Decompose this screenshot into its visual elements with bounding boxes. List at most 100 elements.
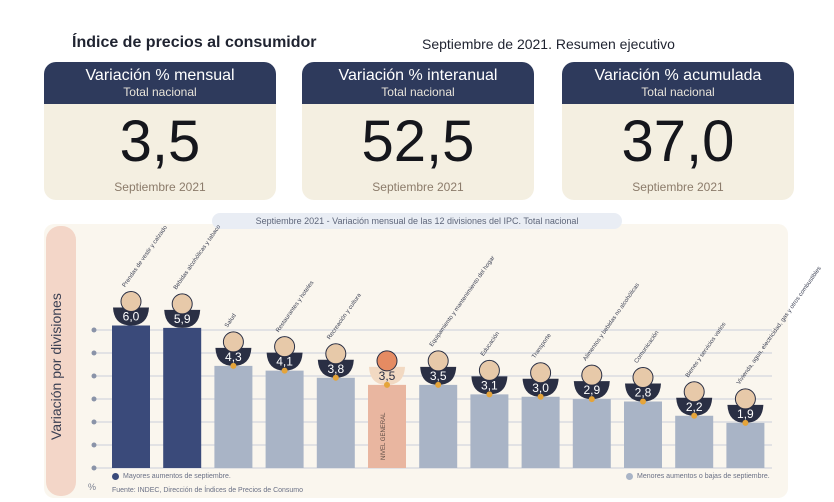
value-label: 3,8 (327, 362, 344, 376)
category-label: Recreación y cultura (327, 292, 364, 341)
bar (112, 325, 150, 468)
value-bowl (420, 366, 457, 385)
card-yearly: Variación % interanual Total nacional 52… (302, 62, 534, 200)
division-icon (734, 388, 756, 410)
tick-mark (91, 396, 97, 402)
tick-mark (91, 465, 97, 471)
value-bowl (676, 397, 713, 416)
page-subtitle: Septiembre de 2021. Resumen ejecutivo (422, 36, 675, 52)
card-accumulated: Variación % acumulada Total nacional 37,… (562, 62, 794, 200)
legend-dot-low (626, 473, 633, 480)
category-label: Bebidas alcohólicas y tabaco (173, 224, 223, 291)
value-bowl (215, 347, 252, 366)
category-label: Vivienda, agua, electricidad, gas y otro… (736, 266, 823, 386)
card-period: Septiembre 2021 (372, 180, 464, 194)
value-label: 2,2 (686, 400, 703, 414)
tick-mark (91, 373, 97, 379)
division-icon (530, 362, 552, 384)
legend-low: Menores aumentos o bajas de septiembre. (626, 473, 770, 480)
division-icon (427, 350, 449, 372)
tick-mark (91, 419, 97, 425)
bar (163, 327, 202, 468)
card-value: 3,5 (119, 109, 201, 174)
division-icon (325, 343, 347, 365)
value-bowl (727, 404, 764, 423)
card-body: 52,5 Septiembre 2021 (302, 104, 534, 200)
category-label: Equipamiento y mantenimiento del hogar (429, 255, 496, 348)
card-period: Septiembre 2021 (632, 180, 724, 194)
value-label: 4,1 (276, 355, 293, 369)
value-bowl (522, 378, 559, 397)
value-bowl (573, 381, 610, 400)
card-monthly: Variación % mensual Total nacional 3,5 S… (44, 62, 276, 200)
value-bowl (164, 309, 201, 328)
bar (521, 396, 560, 468)
source-note: Fuente: INDEC, Dirección de Índices de P… (112, 487, 304, 494)
bar (316, 377, 355, 468)
bar (265, 370, 304, 468)
value-marker (588, 396, 595, 403)
category-label: Salud (224, 313, 238, 329)
legend-dot-high (112, 473, 119, 480)
value-marker (384, 381, 390, 388)
tick-mark (91, 442, 97, 448)
division-icon (274, 336, 296, 358)
value-marker (435, 381, 442, 388)
page-title: Índice de precios al consumidor (72, 34, 317, 51)
card-value: 52,5 (361, 109, 475, 174)
bar (419, 384, 458, 468)
value-label: 4,3 (225, 350, 242, 364)
value-bowl (369, 366, 405, 385)
value-marker (230, 362, 237, 369)
card-header: Variación % acumulada Total nacional (562, 62, 794, 104)
category-label: Transporte (531, 332, 553, 360)
value-label: 2,9 (583, 383, 600, 397)
value-bowl (113, 307, 149, 326)
card-header: Variación % mensual Total nacional (44, 62, 276, 104)
bar (624, 401, 662, 468)
bar (214, 365, 253, 468)
card-body: 37,0 Septiembre 2021 (562, 104, 794, 200)
tick-mark (91, 327, 97, 333)
value-label: 6,0 (123, 310, 140, 324)
category-label: Comunicación (634, 330, 661, 365)
division-icon (120, 291, 142, 312)
division-icon (376, 350, 398, 372)
value-marker (640, 398, 646, 405)
division-icon (222, 331, 244, 353)
value-bowl (266, 352, 303, 371)
value-label: 3,0 (532, 381, 549, 395)
card-title: Variación % interanual (338, 67, 498, 84)
value-bowl (471, 376, 508, 395)
bar (572, 399, 611, 468)
legend-high: Mayores aumentos de septiembre. (112, 473, 231, 480)
value-label: 3,5 (379, 369, 396, 383)
value-label: 3,5 (430, 369, 447, 383)
card-body: 3,5 Septiembre 2021 (44, 104, 276, 200)
value-label: 5,9 (174, 312, 191, 326)
value-marker (486, 391, 493, 398)
card-value: 37,0 (621, 109, 735, 174)
value-marker (537, 393, 544, 400)
bar (368, 384, 406, 468)
category-label: Restaurantes y hoteles (275, 280, 315, 334)
value-label: 1,9 (737, 407, 754, 421)
card-scope: Total nacional (641, 85, 715, 99)
chart-title: Septiembre 2021 - Variación mensual de l… (212, 213, 622, 229)
y-unit: % (88, 482, 97, 492)
card-title: Variación % acumulada (594, 67, 762, 84)
card-title: Variación % mensual (85, 67, 235, 84)
card-scope: Total nacional (381, 85, 455, 99)
tick-mark (91, 350, 97, 356)
value-label: 3,1 (481, 378, 498, 392)
division-icon (581, 364, 603, 386)
card-scope: Total nacional (123, 85, 197, 99)
legend-label: Mayores aumentos de septiembre. (123, 473, 231, 480)
division-icon (171, 293, 193, 315)
division-icon (683, 381, 705, 403)
bar (470, 394, 509, 468)
category-label: Educación (480, 331, 501, 357)
division-icon (632, 367, 654, 388)
